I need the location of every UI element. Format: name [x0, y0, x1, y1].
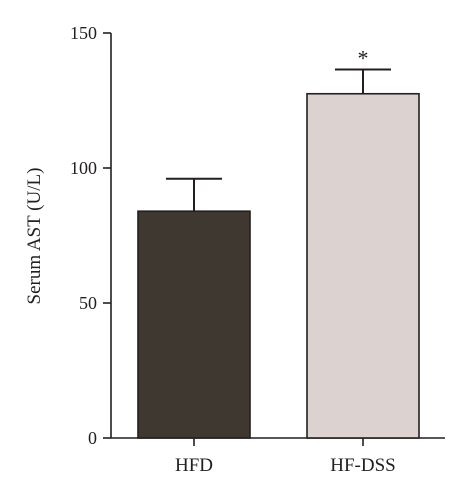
bar-hf-dss	[306, 92, 420, 439]
bars	[137, 92, 420, 439]
x-axis: HFD HF-DSS	[111, 437, 445, 476]
error-bar-hfd	[166, 177, 222, 212]
y-tick-label-0: 0	[88, 428, 97, 448]
y-axis: 0 50 100 150	[70, 23, 112, 448]
significance-marker-hf-dss: *	[358, 45, 369, 70]
x-tick-label-hfd: HFD	[175, 455, 213, 476]
x-tick-label-hf-dss: HF-DSS	[330, 455, 395, 476]
y-axis-title: Serum AST (U/L)	[24, 168, 45, 305]
y-tick-label-100: 100	[70, 158, 97, 178]
y-tick-label-50: 50	[79, 293, 97, 313]
bar-hfd	[137, 210, 251, 439]
error-bars	[166, 68, 391, 212]
y-tick-label-150: 150	[70, 23, 97, 43]
annotations: *	[358, 45, 369, 70]
error-bar-hf-dss	[335, 68, 391, 94]
